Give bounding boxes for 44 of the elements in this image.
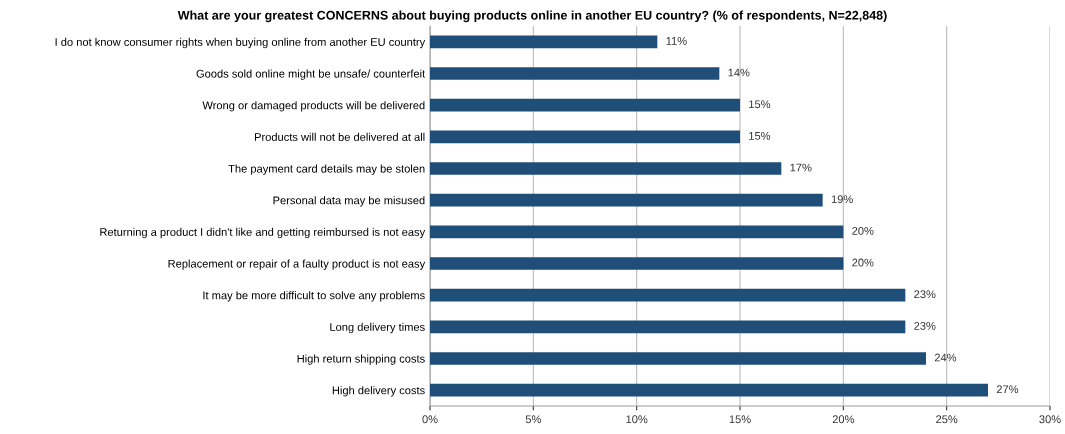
data-label: 17% xyxy=(790,163,812,172)
data-label: 20% xyxy=(852,258,874,267)
bar xyxy=(430,257,844,270)
bar xyxy=(430,130,740,144)
y-tick-label: High delivery costs xyxy=(332,386,425,397)
bar xyxy=(430,67,720,80)
bar xyxy=(430,288,906,302)
y-tick-label: Products will not be delivered at all xyxy=(254,132,425,141)
x-tick-label: 10% xyxy=(626,415,648,424)
chart-title: What are your greatest CONCERNS about buying products online in another EU country? (% of respondents, N=22,848) xyxy=(177,10,887,23)
x-tick-label: 20% xyxy=(832,415,855,424)
y-tick-label: The payment card details may be stolen xyxy=(228,164,425,175)
y-tick-label: Replacement or repair of a faulty product is not easy xyxy=(168,259,426,270)
data-label: 19% xyxy=(831,195,853,204)
x-tick-label: 0% xyxy=(422,415,438,424)
y-tick-label: Wrong or damaged products will be delivered xyxy=(202,101,425,112)
bar xyxy=(430,352,926,365)
bar xyxy=(430,225,844,239)
y-tick-label: Goods sold online might be unsafe/ counterfeit xyxy=(196,69,426,80)
bar xyxy=(430,35,658,49)
data-label: 23% xyxy=(914,321,936,330)
y-tick-label: It may be more difficult to solve any problems xyxy=(203,291,425,302)
y-tick-label: I do not know consumer rights when buying online from another EU country xyxy=(55,37,426,49)
bar xyxy=(430,383,988,397)
data-label: 11% xyxy=(666,37,687,45)
x-tick-label: 15% xyxy=(729,415,751,424)
x-tick-label: 5% xyxy=(525,415,541,424)
data-label: 20% xyxy=(852,226,874,235)
x-tick-label: 30% xyxy=(1039,415,1061,424)
bar xyxy=(430,98,740,112)
data-label: 15% xyxy=(749,132,771,140)
x-tick-label: 25% xyxy=(936,415,958,424)
bar xyxy=(430,162,782,175)
data-label: 15% xyxy=(749,100,771,109)
bar xyxy=(430,320,906,334)
data-label: 14% xyxy=(728,68,750,77)
data-label: 27% xyxy=(996,385,1019,394)
bar xyxy=(430,193,823,207)
y-tick-label: High return shipping costs xyxy=(297,354,425,365)
y-tick-label: Returning a product I didn't like and getting reimbursed is not easy xyxy=(100,227,426,239)
data-label: 24% xyxy=(934,353,957,362)
y-tick-label: Long delivery times xyxy=(330,322,425,334)
y-tick-label: Personal data may be misused xyxy=(273,196,425,207)
data-label: 23% xyxy=(914,290,936,299)
